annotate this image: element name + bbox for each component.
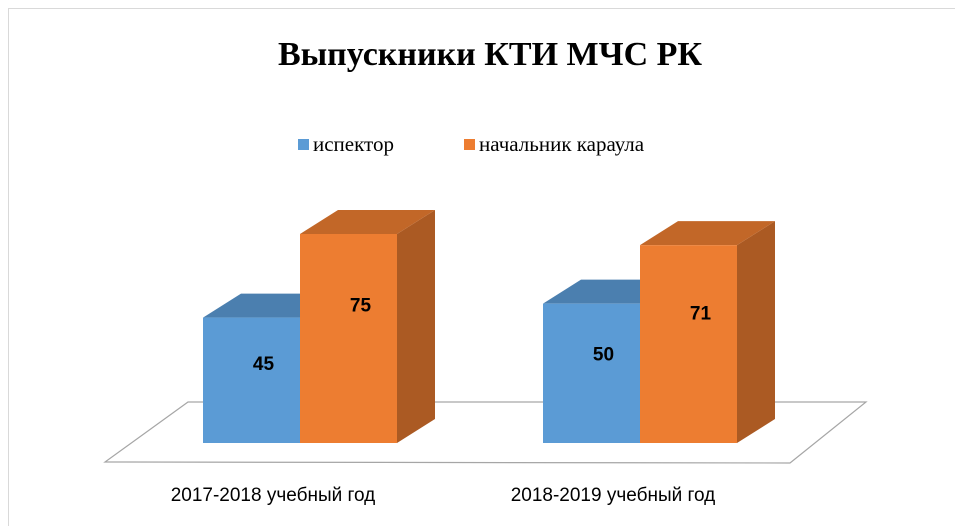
legend-label: испектор [313, 132, 394, 156]
chart-title: Выпускники КТИ МЧС РК [278, 36, 702, 73]
data-label: 45 [253, 354, 275, 375]
bar-side [737, 221, 775, 443]
legend-swatch [298, 139, 309, 150]
data-label: 50 [593, 344, 614, 365]
data-label: 75 [350, 296, 372, 317]
bar-top [640, 221, 775, 246]
x-tick-label: 2018-2019 учебный год [511, 485, 716, 506]
x-tick-label: 2017-2018 учебный год [171, 485, 376, 506]
legend-label: начальник караула [479, 132, 645, 156]
bar [203, 317, 300, 443]
data-label: 71 [690, 304, 712, 325]
bar [640, 245, 737, 443]
bar [543, 303, 640, 443]
bar [300, 234, 397, 443]
bar-top [300, 210, 435, 234]
bar-side [397, 210, 435, 443]
legend-swatch [464, 139, 475, 150]
